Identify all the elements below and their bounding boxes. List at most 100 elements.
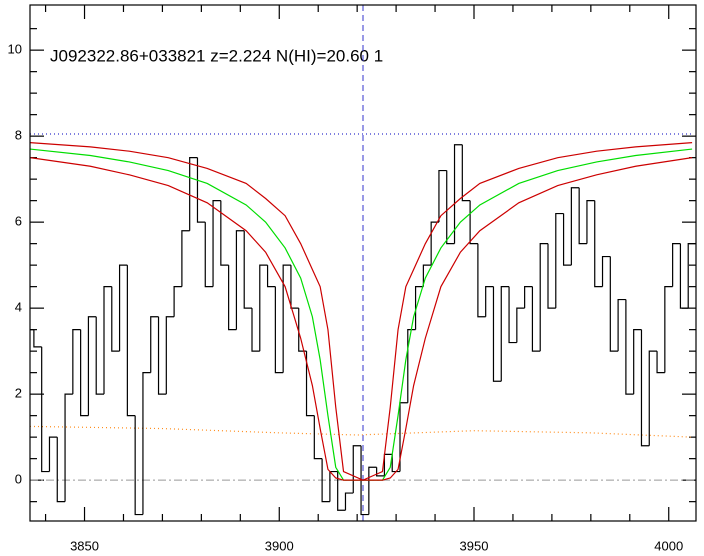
spectrum-bin <box>305 351 315 417</box>
spectrum-bin <box>204 222 214 288</box>
spectrum-bin <box>56 437 66 503</box>
spectrum-bin <box>485 286 494 317</box>
spectrum-bin <box>664 286 673 373</box>
spectrum-bin <box>524 286 533 309</box>
spectrum-bin <box>414 286 424 330</box>
spectrum-bin <box>220 200 229 266</box>
spectrum-bin <box>500 286 510 382</box>
spectrum-bin <box>376 467 385 477</box>
spectrum-bin <box>165 316 175 395</box>
spectrum-bin <box>446 170 455 245</box>
spectrum-bin <box>134 415 143 516</box>
spectrum-bin <box>547 243 556 309</box>
spectrum-bin <box>609 256 619 352</box>
spectrum-bin <box>570 187 580 266</box>
spectrum-bin <box>453 144 463 244</box>
y-tick-label: 4 <box>15 300 22 315</box>
spectrum-bin <box>578 187 587 245</box>
spectrum-bin <box>228 265 237 331</box>
spectrum-bin <box>679 243 689 309</box>
spectrum-bin <box>235 230 245 330</box>
spectrum-bin <box>111 286 120 352</box>
spectrum-bin <box>95 316 104 395</box>
spectrum-bin <box>344 492 354 511</box>
spectrum-bin <box>173 286 182 317</box>
spectrum-bin <box>33 329 42 348</box>
spectrum-bin <box>672 243 681 287</box>
spectrum-bin <box>617 298 626 352</box>
x-tick-label: 3950 <box>460 538 489 553</box>
model-profile <box>30 157 693 481</box>
spectrum-bin <box>516 307 525 343</box>
spectrum-bin <box>103 286 112 395</box>
spectrum-bin <box>41 346 50 473</box>
spectrum-bin <box>212 200 221 287</box>
spectrum-bin <box>422 264 432 287</box>
spectrum-bin <box>259 264 268 352</box>
model-profile <box>30 148 693 481</box>
spectrum-bin <box>391 454 400 473</box>
spectrum-bin <box>360 445 369 516</box>
spectrum-bin <box>640 329 650 447</box>
spectrum-bin <box>368 466 377 515</box>
spectrum-bin <box>251 308 260 352</box>
spectrum-bin <box>290 265 299 309</box>
spectrum-bin <box>313 415 323 460</box>
spectrum-bin <box>594 200 603 288</box>
spectrum-bin <box>508 286 517 344</box>
spectrum-bin <box>87 316 97 416</box>
spectrum-bin <box>150 316 159 373</box>
error-spectrum <box>30 425 693 438</box>
plot-area <box>30 5 696 521</box>
spectrum-bin <box>687 243 696 309</box>
spectrum-bin <box>477 243 486 318</box>
spectrum-bin <box>461 144 471 202</box>
spectrum-bin <box>157 316 167 395</box>
spectrum-bin <box>562 213 572 266</box>
spectrum-bin <box>189 157 198 231</box>
y-tick-label: 10 <box>8 42 22 57</box>
y-tick-label: 8 <box>15 128 22 143</box>
model-profile <box>30 142 693 481</box>
spectrum-bin <box>407 329 416 403</box>
spectrum-bin <box>243 230 252 309</box>
spectrum-bin <box>648 350 658 446</box>
spectrum-bin <box>492 286 502 382</box>
spectrum-bin <box>321 458 330 503</box>
spectrum-bin <box>656 351 665 374</box>
chart-title: J092322.86+033821 z=2.224 N(HI)=20.60 1 <box>50 46 383 65</box>
spectrum-bin <box>282 264 291 373</box>
spectrum-bin <box>266 265 276 288</box>
spectrum-bin <box>430 221 439 266</box>
plot-frame <box>29 4 697 522</box>
spectrum-bin <box>142 372 151 515</box>
spectrum-bin <box>64 393 73 502</box>
y-tick-label: 0 <box>15 472 22 487</box>
spectrum-bin <box>80 329 89 417</box>
spectrum-bin <box>118 264 128 352</box>
spectrum-bin <box>555 212 564 309</box>
spectrum-bin <box>48 436 58 472</box>
spectrum-bin <box>586 200 595 244</box>
spectrum-bin <box>633 329 642 395</box>
spectrum-bin <box>601 255 611 287</box>
spectrum-bin <box>469 200 478 245</box>
y-tick-label: 6 <box>15 214 22 229</box>
spectrum-bin <box>181 230 190 287</box>
spectrum-bin <box>352 445 362 494</box>
spectrum-bin <box>539 243 548 352</box>
spectrum-bin <box>196 157 206 223</box>
spectrum-bin <box>274 286 284 374</box>
spectrum-bin <box>531 286 541 352</box>
spectrum-bin <box>337 471 346 511</box>
x-tick-label: 3900 <box>265 538 294 553</box>
x-tick-label: 4000 <box>654 538 683 553</box>
spectrum-bin <box>625 299 634 395</box>
y-tick-label: 2 <box>15 386 22 401</box>
x-tick-label: 3850 <box>70 538 99 553</box>
spectrum-bin <box>126 265 136 417</box>
spectrum-bin <box>438 169 447 223</box>
spectrum-bin <box>72 329 81 395</box>
